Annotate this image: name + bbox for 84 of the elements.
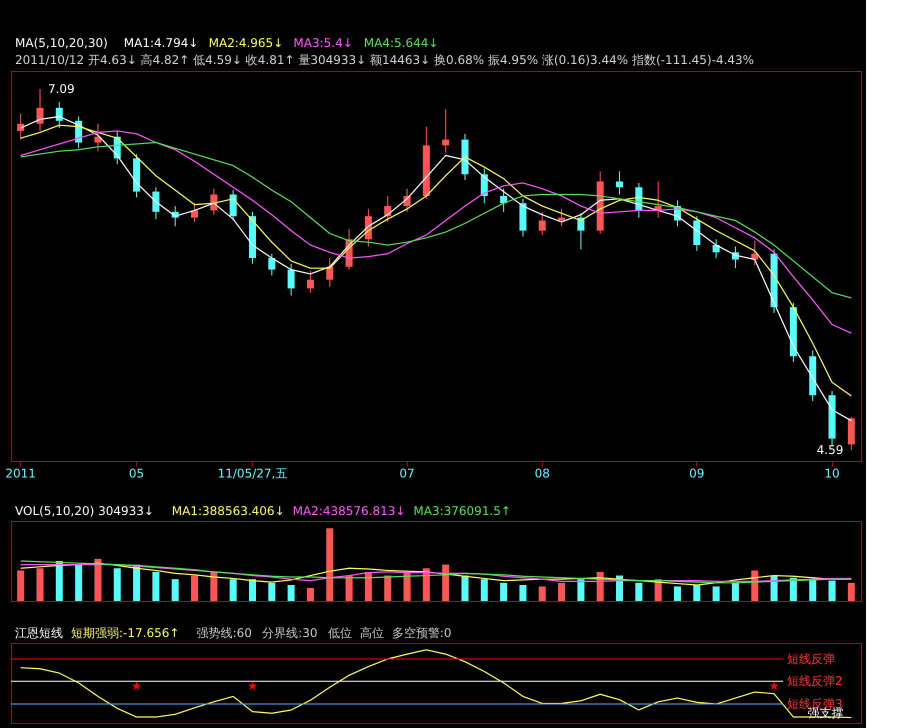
bar <box>500 582 508 601</box>
bar <box>75 564 82 601</box>
bar <box>191 576 198 601</box>
candlestick <box>712 238 720 259</box>
bar <box>364 572 372 601</box>
text: 分界线:30 <box>262 626 318 640</box>
bar <box>56 561 63 601</box>
bar <box>404 572 411 601</box>
bar <box>133 564 140 601</box>
bar <box>577 579 584 601</box>
candlestick <box>442 108 450 154</box>
candlestick <box>500 188 508 212</box>
candlestick <box>288 263 295 296</box>
bar <box>828 580 836 601</box>
bar <box>480 579 488 601</box>
text: 强势线:60 <box>196 626 252 640</box>
bar <box>210 572 218 601</box>
x-tick-label: 11/05/27,五 <box>218 466 288 480</box>
text: MA3:376091.5↑ <box>413 504 511 518</box>
bar <box>693 585 700 601</box>
candlestick <box>230 190 237 221</box>
bar <box>635 582 642 601</box>
candlestick <box>616 170 624 195</box>
bar <box>172 579 179 601</box>
chart-title: 江恩短线 <box>15 626 63 640</box>
bar <box>230 579 237 601</box>
bar <box>288 585 295 601</box>
text: MA2:438576.813↓ <box>292 504 406 518</box>
x-tick-label: 08 <box>534 466 550 480</box>
bar <box>248 579 256 601</box>
bar <box>654 579 662 601</box>
candlestick <box>538 211 546 236</box>
x-tick-label: 2011 <box>5 466 36 480</box>
bar <box>732 582 739 601</box>
bar <box>442 564 450 601</box>
bar <box>17 570 24 601</box>
bar <box>94 558 102 601</box>
text: MA1:388563.406↓ <box>172 504 285 518</box>
annotation: 7.09 <box>48 82 75 96</box>
bar <box>152 572 160 601</box>
chart-title: MA(5,10,20,30) <box>15 36 108 50</box>
bar <box>384 576 392 601</box>
chart-subtitle: 2011/10/12 开4.63↓ 高4.82↑ 低4.59↓ 收4.81↑ 量304933↓ 额14463↓ 换0.68% 振4.95% 涨(0.16)3.44% 指数(-111.45)-4.43% <box>15 53 754 67</box>
bar <box>461 576 468 601</box>
bar <box>538 586 546 601</box>
x-tick-label: 07 <box>399 466 415 480</box>
candlestick <box>152 186 160 220</box>
text: 低位 <box>328 626 352 640</box>
ref-line-label: 短线反弹 <box>787 652 835 666</box>
candlestick <box>306 270 314 294</box>
text: MA1:4.794↓ <box>124 36 198 50</box>
annotation: 4.59 <box>816 443 844 458</box>
bar <box>790 578 797 601</box>
bar <box>809 579 816 601</box>
x-tick-label: 05 <box>128 466 144 480</box>
text: MA4:5.644↓ <box>364 36 438 50</box>
candlestick <box>17 113 24 140</box>
text: 多空预警:0 <box>392 626 452 640</box>
bar <box>674 586 681 601</box>
candlestick <box>94 123 102 152</box>
candlestick <box>558 208 566 227</box>
bar <box>306 588 314 601</box>
bar <box>616 576 624 601</box>
text: MA3:5.4↓ <box>293 36 353 50</box>
candlestick <box>268 253 276 276</box>
ref-line-label: 短线反弹2 <box>787 674 843 688</box>
bar <box>326 528 334 601</box>
bar <box>848 582 855 601</box>
bar <box>268 582 276 601</box>
chart-title: VOL(5,10,20) 304933↓ <box>15 504 154 518</box>
bar <box>422 568 430 601</box>
candlestick <box>577 212 584 250</box>
bar <box>114 568 121 601</box>
text: 短期强弱:-17.656↑ <box>71 626 180 640</box>
bar <box>36 568 44 601</box>
bar <box>519 585 526 601</box>
bar <box>558 582 566 601</box>
candlestick <box>56 102 63 129</box>
bar <box>712 586 720 601</box>
x-tick-label: 10 <box>824 466 840 480</box>
text: MA2:4.965↓ <box>208 36 284 50</box>
candlestick <box>191 202 198 222</box>
x-tick-label: 09 <box>689 466 704 480</box>
text: 高位 <box>360 626 384 640</box>
